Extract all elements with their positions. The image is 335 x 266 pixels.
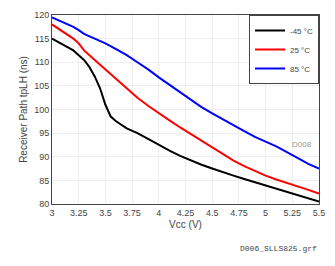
- svg-text:3.5: 3.5: [99, 208, 112, 218]
- svg-text:3: 3: [49, 208, 54, 218]
- svg-text:110: 110: [35, 57, 49, 67]
- svg-text:25 °C: 25 °C: [290, 46, 310, 55]
- svg-text:100: 100: [34, 105, 49, 115]
- svg-text:90: 90: [39, 152, 49, 162]
- svg-text:3.75: 3.75: [123, 208, 141, 218]
- svg-text:105: 105: [34, 81, 49, 91]
- svg-text:4.25: 4.25: [177, 208, 195, 218]
- svg-text:-45 °C: -45 °C: [290, 27, 313, 36]
- svg-text:5: 5: [263, 208, 268, 218]
- svg-text:4: 4: [156, 208, 161, 218]
- svg-text:4.5: 4.5: [206, 208, 219, 218]
- svg-text:85 °C: 85 °C: [290, 65, 310, 74]
- svg-text:115: 115: [35, 34, 49, 44]
- svg-text:5.5: 5.5: [313, 208, 326, 218]
- svg-text:Receiver Path tpLH (ns): Receiver Path tpLH (ns): [18, 56, 29, 163]
- svg-text:D008: D008: [292, 140, 312, 149]
- svg-text:3.25: 3.25: [70, 208, 88, 218]
- svg-text:85: 85: [39, 176, 49, 186]
- svg-text:5.25: 5.25: [284, 208, 302, 218]
- svg-text:120: 120: [34, 10, 49, 20]
- svg-text:80: 80: [39, 199, 49, 209]
- svg-text:Vcc (V): Vcc (V): [169, 219, 202, 230]
- svg-text:D006_SLLS825.grf: D006_SLLS825.grf: [240, 244, 317, 253]
- svg-text:95: 95: [39, 128, 49, 138]
- svg-text:4.75: 4.75: [230, 208, 248, 218]
